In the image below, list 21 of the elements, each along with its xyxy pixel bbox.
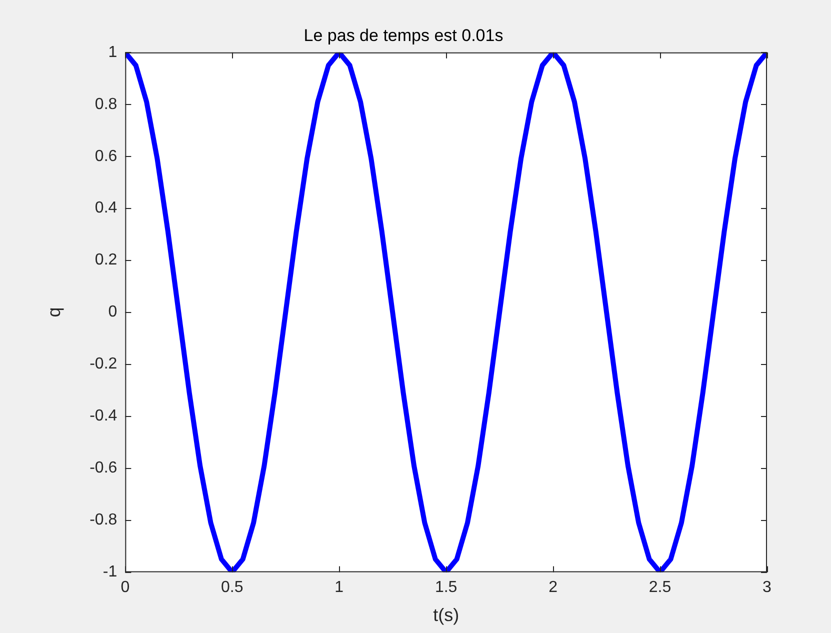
x-tick-label: 3	[762, 579, 772, 596]
y-tick-label: 0.8	[94, 96, 118, 113]
y-tick-label: -0.2	[90, 356, 118, 373]
y-axis-title: q	[44, 307, 64, 318]
y-tick-label: 0	[108, 304, 118, 321]
y-tick-label: -0.6	[90, 460, 118, 477]
y-tick-label: -1	[102, 564, 118, 581]
x-tick-label: 2	[548, 579, 558, 596]
y-tick-label: 0.2	[94, 252, 118, 269]
x-tick-label: 1.5	[434, 579, 458, 596]
y-tick-label: -0.8	[90, 512, 118, 529]
y-tick-label: -0.4	[90, 408, 118, 425]
y-tick-label: 1	[108, 44, 118, 61]
y-tick-label: 0.6	[94, 148, 118, 165]
x-tick-label: 1	[334, 579, 344, 596]
chart-title: Le pas de temps est 0.01s	[304, 26, 504, 45]
x-tick-label: 0.5	[221, 579, 244, 596]
y-tick-label: 0.4	[94, 200, 118, 217]
x-tick-label: 0	[120, 579, 130, 596]
x-tick-label: 2.5	[648, 579, 672, 596]
x-axis-title: t(s)	[433, 605, 460, 626]
